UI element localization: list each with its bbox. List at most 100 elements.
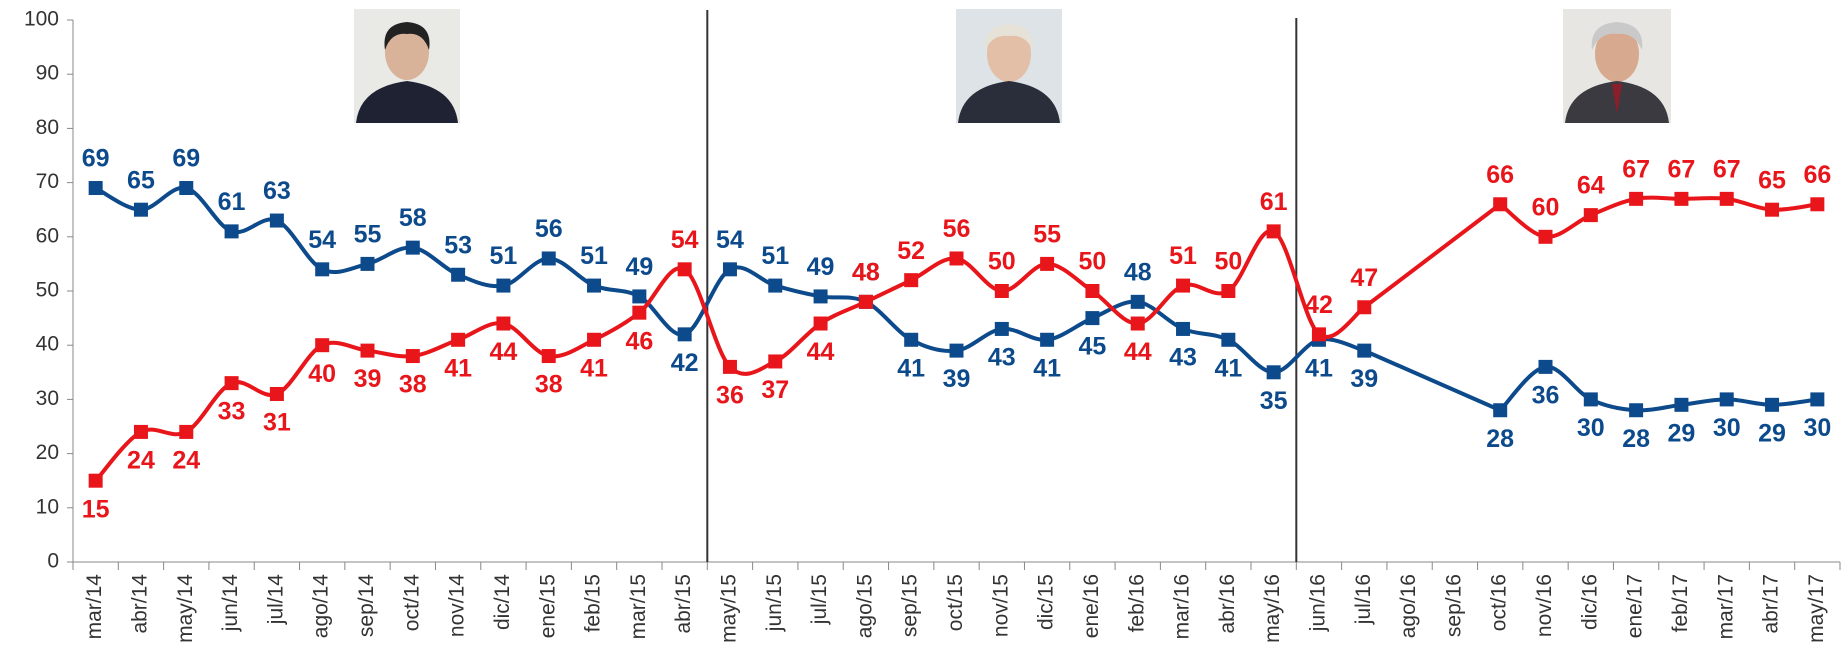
x-tick-label: feb/15: [582, 574, 605, 632]
data-label: 49: [807, 253, 835, 281]
x-tick-label: may/15: [718, 574, 741, 643]
marker: [1583, 392, 1598, 407]
marker: [1130, 316, 1145, 331]
marker: [1221, 332, 1236, 347]
marker: [722, 359, 737, 374]
x-tick-label: feb/17: [1669, 574, 1692, 632]
marker: [541, 251, 556, 266]
x-tick-label: ene/15: [536, 574, 559, 638]
data-label: 48: [852, 258, 880, 286]
x-tick-label: jul/16: [1352, 574, 1375, 625]
x-tick-label: nov/14: [446, 574, 469, 637]
data-label: 51: [761, 242, 789, 270]
data-label: 67: [1668, 155, 1696, 183]
y-tick-label: 90: [36, 62, 59, 85]
x-tick-label: dic/15: [1035, 574, 1058, 630]
data-label: 37: [761, 376, 789, 404]
data-label: 41: [1214, 354, 1242, 382]
data-label: 44: [490, 338, 518, 366]
marker: [768, 278, 783, 293]
data-label: 30: [1713, 414, 1741, 442]
x-tick-label: mar/16: [1171, 574, 1194, 639]
data-label: 24: [172, 447, 200, 475]
data-label: 65: [127, 166, 155, 194]
marker: [451, 332, 466, 347]
marker: [1040, 256, 1055, 271]
marker: [133, 424, 148, 439]
marker: [224, 224, 239, 239]
marker: [1357, 300, 1372, 315]
marker: [677, 327, 692, 342]
data-label: 39: [1350, 365, 1378, 393]
x-tick-label: mar/15: [627, 574, 650, 639]
photo-face: [1595, 26, 1639, 82]
marker: [768, 354, 783, 369]
marker: [1674, 191, 1689, 206]
y-tick-label: 30: [36, 387, 59, 410]
marker: [904, 273, 919, 288]
data-label: 50: [1214, 248, 1242, 276]
x-tick-label: sep/16: [1442, 574, 1465, 637]
x-tick-label: abr/15: [672, 574, 695, 634]
data-label: 46: [625, 327, 653, 355]
photo-hair: [384, 22, 430, 50]
marker: [994, 284, 1009, 298]
x-tick-label: jun/15: [763, 574, 786, 632]
x-tick-label: jul/15: [808, 574, 831, 625]
data-label: 54: [716, 226, 744, 254]
x-tick-label: ago/15: [853, 574, 876, 638]
data-label: 15: [82, 495, 110, 523]
data-label: 28: [1622, 425, 1650, 453]
data-label: 48: [852, 258, 880, 286]
x-tick-label: ago/16: [1397, 574, 1420, 638]
marker: [722, 262, 737, 277]
photo-face: [385, 24, 429, 80]
data-label: 36: [1532, 381, 1560, 409]
data-label: 45: [1079, 333, 1107, 361]
marker: [1810, 392, 1825, 407]
data-label: 39: [354, 365, 382, 393]
marker: [587, 332, 602, 347]
y-tick-label: 0: [47, 550, 59, 573]
data-label: 67: [1713, 155, 1741, 183]
data-label: 41: [1033, 354, 1061, 382]
marker: [1629, 191, 1644, 206]
x-tick-label: oct/16: [1488, 574, 1511, 631]
x-tick-label: nov/16: [1533, 574, 1556, 637]
data-label: 69: [82, 145, 110, 173]
data-label: 54: [671, 226, 699, 254]
x-tick-label: sep/15: [899, 574, 922, 637]
data-label: 44: [1124, 338, 1152, 366]
marker: [405, 240, 420, 255]
data-label: 36: [716, 381, 744, 409]
marker: [813, 316, 828, 331]
photo-hair: [984, 24, 1034, 50]
x-tick-label: abr/16: [1216, 574, 1239, 634]
x-tick-label: abr/17: [1760, 574, 1783, 634]
photo-tie: [1612, 84, 1622, 114]
marker: [88, 473, 103, 488]
y-tick-label: 60: [36, 224, 59, 247]
marker: [1765, 202, 1780, 217]
x-tick-label: feb/16: [1125, 574, 1148, 632]
marker: [1538, 229, 1553, 244]
data-label: 47: [1350, 264, 1378, 292]
data-label: 48: [1124, 258, 1152, 286]
portrait-3: [1563, 9, 1671, 123]
marker: [360, 256, 375, 271]
data-label: 55: [354, 221, 382, 249]
data-label: 51: [580, 242, 608, 270]
x-tick-label: dic/16: [1578, 574, 1601, 630]
marker: [858, 294, 873, 309]
photo-body: [356, 81, 458, 123]
data-label: 65: [1758, 166, 1786, 194]
marker: [224, 376, 239, 391]
data-label: 41: [444, 354, 472, 382]
marker: [1266, 365, 1281, 380]
marker: [1040, 332, 1055, 347]
marker: [1176, 278, 1191, 293]
marker: [541, 349, 556, 364]
data-label: 44: [807, 338, 835, 366]
data-label: 60: [1532, 193, 1560, 221]
